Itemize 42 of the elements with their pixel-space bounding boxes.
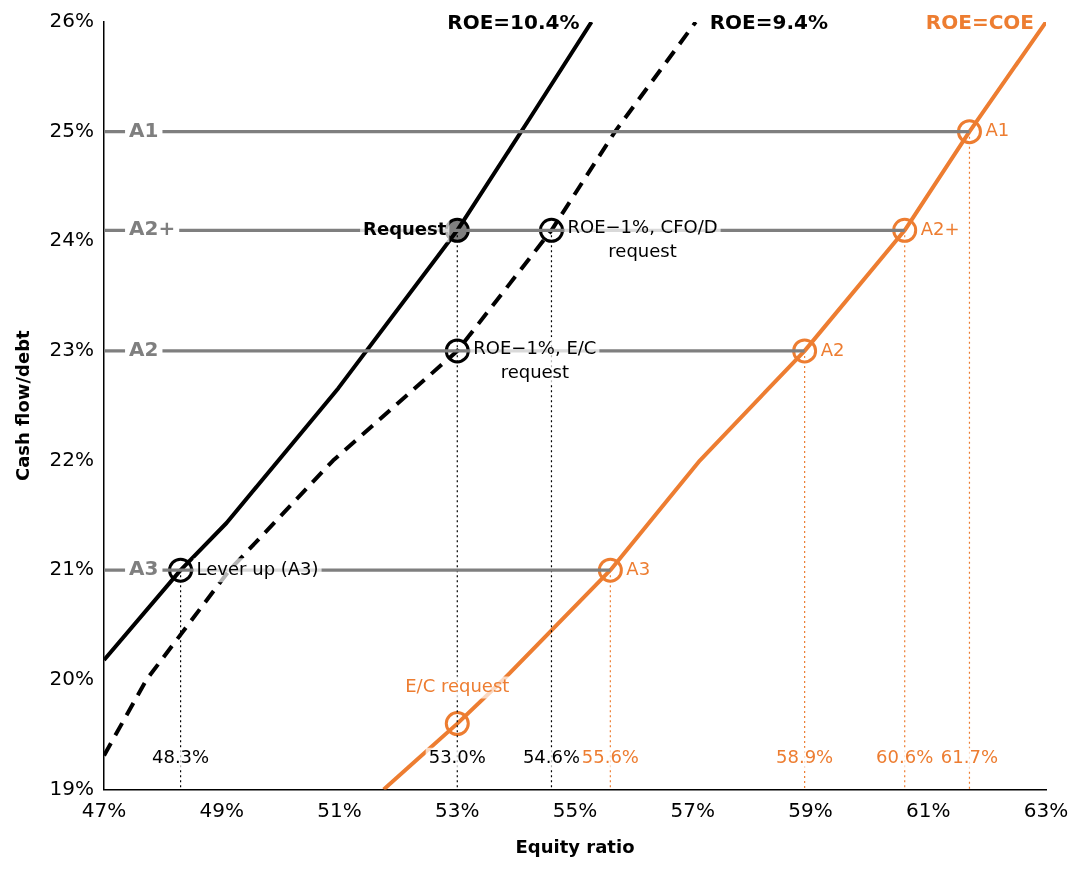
data-label: Request bbox=[363, 217, 447, 239]
series-label: ROE=COE bbox=[925, 10, 1034, 35]
series-label: A2+ bbox=[129, 216, 176, 241]
x-tick-label: 51% bbox=[317, 797, 362, 822]
annotation: 61.7% bbox=[940, 746, 999, 768]
annotation: 48.3% bbox=[151, 746, 210, 768]
data-label: A2 bbox=[820, 338, 845, 360]
x-tick-label: 47% bbox=[81, 797, 127, 822]
x-tick-label: 63% bbox=[1023, 797, 1069, 822]
x-tick-label: 55% bbox=[552, 797, 598, 822]
series-label: A1 bbox=[129, 117, 159, 142]
data-label: ROE−1%, CFO/D request bbox=[567, 215, 718, 261]
y-tick-label: 22% bbox=[49, 446, 95, 471]
series-label: A3 bbox=[129, 556, 159, 581]
annotation: 55.6% bbox=[581, 746, 639, 768]
series-label: ROE=9.4% bbox=[709, 10, 829, 35]
y-tick-label: 20% bbox=[49, 665, 95, 690]
data-label: A1 bbox=[985, 119, 1010, 141]
y-tick-label: 23% bbox=[49, 337, 95, 362]
x-tick-label: 61% bbox=[906, 797, 951, 822]
data-label: A2+ bbox=[920, 217, 960, 239]
annotation: 58.9% bbox=[776, 746, 834, 768]
y-tick-label: 21% bbox=[49, 556, 95, 581]
data-label: E/C request bbox=[405, 675, 510, 697]
x-tick-label: 57% bbox=[670, 797, 715, 822]
series-label: A2 bbox=[129, 337, 159, 362]
series-label: ROE=10.4% bbox=[447, 10, 580, 35]
annotation: 54.6% bbox=[522, 746, 581, 768]
x-tick-label: 59% bbox=[788, 797, 833, 822]
x-axis-title: Equity ratio bbox=[515, 835, 635, 857]
y-tick-label: 26% bbox=[49, 8, 95, 33]
y-tick-label: 25% bbox=[49, 117, 95, 142]
data-label: ROE−1%, E/C request bbox=[473, 336, 597, 382]
data-label: A3 bbox=[626, 557, 651, 579]
annotation: 53.0% bbox=[428, 746, 486, 768]
data-label: Lever up (A3) bbox=[196, 557, 319, 579]
y-tick-label: 19% bbox=[49, 775, 95, 800]
x-tick-label: 49% bbox=[199, 797, 245, 822]
x-tick-label: 53% bbox=[435, 797, 480, 822]
annotation: 60.6% bbox=[876, 746, 934, 768]
y-axis-title: Cash flow/debt bbox=[12, 329, 34, 482]
y-tick-label: 24% bbox=[49, 227, 95, 252]
